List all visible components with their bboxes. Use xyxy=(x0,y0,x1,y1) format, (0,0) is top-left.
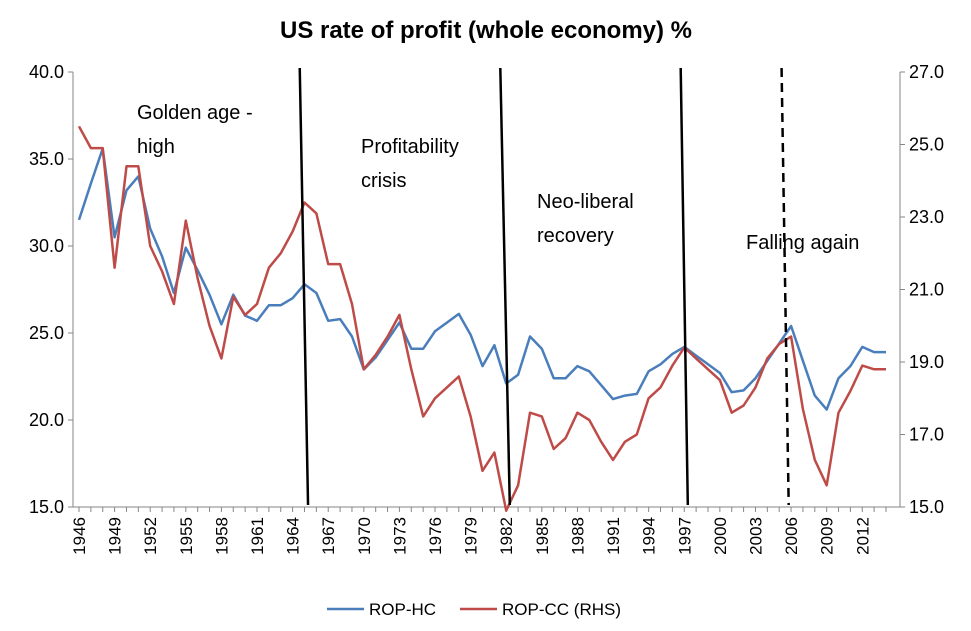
right-tick-label: 19.0 xyxy=(909,352,944,372)
x-tick-label: 1973 xyxy=(390,517,409,555)
left-tick-label: 25.0 xyxy=(29,323,64,343)
x-tick-label: 1955 xyxy=(177,517,196,555)
left-tick-label: 15.0 xyxy=(29,497,64,517)
annotation-neo-liberal-recovery-line2: recovery xyxy=(537,225,614,247)
x-tick-label: 1964 xyxy=(284,517,303,555)
right-tick-label: 21.0 xyxy=(909,280,944,300)
left-tick-label: 35.0 xyxy=(29,149,64,169)
right-tick-label: 23.0 xyxy=(909,207,944,227)
period-divider xyxy=(679,67,690,506)
legend: ROP-HC ROP-CC (RHS) xyxy=(327,600,621,619)
period-dividers xyxy=(298,67,790,506)
x-tick-label: 1979 xyxy=(462,517,481,555)
x-tick-label: 1976 xyxy=(426,517,445,555)
series-line-rop-hc xyxy=(77,147,886,411)
annotation-golden-age-line2: high xyxy=(137,136,175,158)
left-tick-label: 40.0 xyxy=(29,62,64,82)
left-axis-ticks: 15.0 20.0 25.0 30.0 35.0 40.0 xyxy=(29,62,73,517)
legend-label-rop-cc: ROP-CC (RHS) xyxy=(502,600,621,619)
plot-area xyxy=(72,72,901,508)
x-tick-label: 1997 xyxy=(675,517,694,555)
period-divider xyxy=(780,67,790,506)
x-tick-label: 1967 xyxy=(319,517,338,555)
x-axis-ticks: 1946 1949 1952 1955 1958 1961 1964 1967 1970 1973… xyxy=(70,507,887,555)
annotation-profitability-crisis-line1: Profitability xyxy=(361,136,459,158)
annotation-profitability-crisis: Profitability crisis xyxy=(361,136,464,192)
annotation-neo-liberal-recovery: Neo-liberal recovery xyxy=(537,191,639,247)
right-tick-label: 27.0 xyxy=(909,62,944,82)
left-tick-label: 20.0 xyxy=(29,410,64,430)
series-lines xyxy=(77,125,886,512)
left-tick-label: 30.0 xyxy=(29,236,64,256)
annotation-profitability-crisis-line2: crisis xyxy=(361,170,407,192)
x-tick-label: 1970 xyxy=(355,517,374,555)
annotation-neo-liberal-recovery-line1: Neo-liberal xyxy=(537,191,634,213)
x-tick-label: 2003 xyxy=(746,517,765,555)
x-tick-label: 1991 xyxy=(604,517,623,555)
x-tick-label: 1982 xyxy=(497,517,516,555)
annotation-falling-again: Falling again xyxy=(746,232,859,254)
x-tick-label: 1949 xyxy=(106,517,125,555)
annotation-golden-age-line1: Golden age - xyxy=(137,102,253,124)
x-tick-label: 1958 xyxy=(212,517,231,555)
x-tick-label: 1946 xyxy=(70,517,89,555)
annotation-falling-again-line1: Falling again xyxy=(746,232,859,254)
x-tick-label: 2006 xyxy=(782,517,801,555)
right-tick-label: 17.0 xyxy=(909,425,944,445)
x-tick-label: 1994 xyxy=(640,517,659,555)
x-tick-label: 1985 xyxy=(533,517,552,555)
period-divider xyxy=(499,67,512,506)
legend-label-rop-hc: ROP-HC xyxy=(369,600,436,619)
right-tick-label: 15.0 xyxy=(909,497,944,517)
series-line-rop-cc xyxy=(77,125,886,512)
chart-title: US rate of profit (whole economy) % xyxy=(280,17,692,44)
x-tick-label: 2009 xyxy=(818,517,837,555)
x-tick-label: 2012 xyxy=(853,517,872,555)
annotation-golden-age: Golden age - high xyxy=(137,102,258,158)
x-tick-label: 1988 xyxy=(568,517,587,555)
period-divider xyxy=(298,67,310,506)
x-tick-label: 1961 xyxy=(248,517,267,555)
right-tick-label: 25.0 xyxy=(909,135,944,155)
annotations: Golden age - high Profitability crisis N… xyxy=(137,102,859,254)
x-tick-label: 2000 xyxy=(711,517,730,555)
x-tick-label: 1952 xyxy=(141,517,160,555)
right-axis-ticks: 15.0 17.0 19.0 21.0 23.0 25.0 27.0 xyxy=(900,62,944,517)
